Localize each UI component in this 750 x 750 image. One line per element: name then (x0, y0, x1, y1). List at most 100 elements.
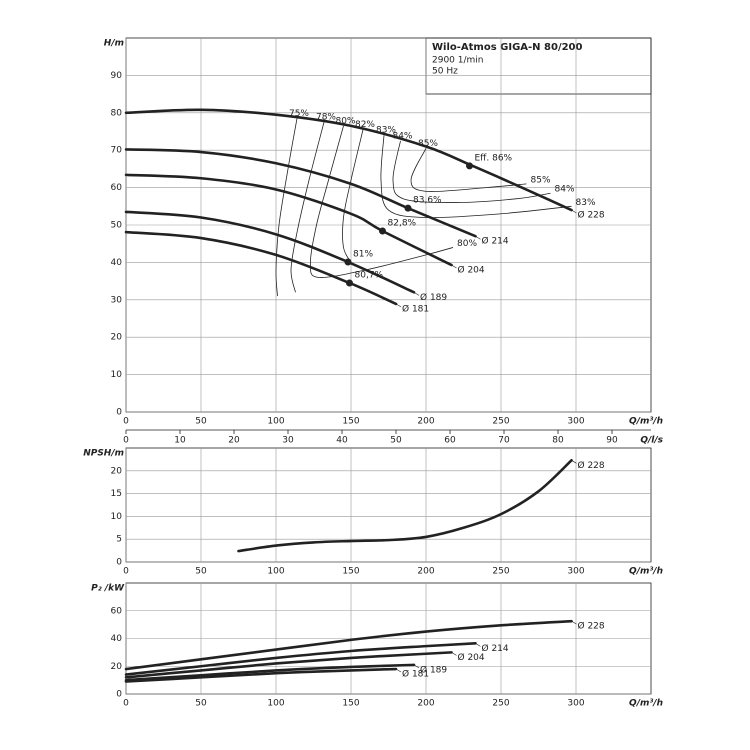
y-tick-label: 90 (111, 71, 123, 81)
x-tick-label: 300 (567, 567, 584, 577)
title-box (425, 37, 652, 95)
y-tick-label: 10 (111, 370, 123, 380)
curve (124, 108, 573, 212)
y-tick-label: 80 (111, 108, 123, 118)
x-tick-label: 250 (492, 699, 509, 709)
x-tick-label: 50 (195, 699, 207, 709)
efficiency-label: 83% (576, 198, 596, 208)
x2-tick-label: 10 (174, 436, 186, 446)
point-label: Eff. 86% (475, 153, 513, 163)
efficiency-curve (310, 125, 454, 278)
x-tick-label: 200 (417, 417, 434, 427)
x2-tick-label: 70 (498, 436, 510, 446)
y-axis-label: NPSH/m (83, 449, 124, 459)
series-label: Ø 189 (420, 664, 447, 675)
y-tick-label: 60 (111, 183, 123, 193)
point-label: 83,6% (413, 196, 442, 206)
series-label: Ø 214 (482, 643, 509, 654)
series-label: Ø 228 (578, 210, 605, 221)
y-tick-label: 10 (111, 512, 123, 522)
x-tick-label: 300 (567, 699, 584, 709)
subtitle: 2900 1/min (432, 56, 484, 66)
y-tick-label: 40 (111, 258, 123, 268)
plot-frame (125, 447, 652, 563)
efficiency-label: 85% (418, 139, 438, 149)
operating-point (346, 279, 353, 287)
x2-axis-label: Q/l/s (640, 436, 663, 446)
subtitle: 50 Hz (432, 67, 458, 77)
y-tick-label: 50 (111, 221, 123, 231)
curve (237, 459, 573, 553)
point-label: 81% (353, 250, 373, 260)
y-tick-label: 60 (111, 606, 123, 616)
efficiency-label: 80% (457, 239, 477, 249)
x2-tick-label: 80 (552, 436, 564, 446)
series-label: Ø 228 (578, 621, 605, 632)
efficiency-label: 84% (555, 185, 575, 195)
efficiency-curve (275, 118, 298, 297)
x2-tick-label: 60 (444, 436, 456, 446)
label-leader (571, 620, 577, 625)
label-leader (413, 292, 420, 296)
x-tick-label: 250 (492, 417, 509, 427)
y-tick-label: 40 (111, 634, 123, 644)
x-tick-label: 100 (267, 567, 284, 577)
y-tick-label: 5 (116, 535, 122, 545)
x-tick-label: 50 (195, 567, 207, 577)
series-label: Ø 204 (458, 652, 485, 663)
x-axis-label: Q/m³/h (629, 699, 663, 709)
efficiency-curve (410, 148, 527, 192)
label-leader (475, 235, 481, 240)
series-label: Ø 181 (402, 669, 429, 680)
y-axis-label: H/m (104, 39, 124, 49)
y-tick-label: 15 (111, 489, 122, 499)
x-axis-label: Q/m³/h (629, 417, 663, 427)
series-label: Ø 189 (420, 292, 447, 303)
curve (124, 667, 398, 683)
x-tick-label: 300 (567, 417, 584, 427)
efficiency-label: 78% (316, 113, 336, 123)
x-tick-label: 150 (342, 567, 359, 577)
x2-tick-label: 20 (228, 436, 240, 446)
x2-tick-label: 30 (282, 436, 294, 446)
operating-point (404, 204, 412, 212)
x2-tick-label: 90 (606, 436, 618, 446)
efficiency-curve (342, 129, 364, 263)
efficiency-label: 84% (392, 131, 412, 141)
efficiency-label: 83% (376, 126, 396, 136)
efficiency-label: 85% (531, 175, 551, 185)
y-axis-label: P₂ /kW (91, 584, 125, 594)
curve (124, 148, 477, 238)
label-leader (413, 664, 420, 669)
curve (124, 173, 453, 267)
x-tick-label: 250 (492, 567, 509, 577)
x-tick-label: 150 (342, 699, 359, 709)
chart-title: Wilo-Atmos GIGA-N 80/200 (432, 42, 583, 53)
series-label: Ø 204 (458, 265, 485, 276)
x-tick-label: 200 (417, 699, 434, 709)
label-leader (451, 652, 457, 656)
y-tick-label: 30 (111, 295, 123, 305)
point-label: 82,8% (388, 218, 417, 228)
x-tick-label: 150 (342, 417, 359, 427)
label-leader (475, 643, 481, 647)
x-tick-label: 0 (123, 567, 129, 577)
curve (124, 230, 398, 306)
y-tick-label: 0 (116, 408, 122, 418)
label-leader (571, 460, 577, 464)
curve (124, 210, 416, 294)
efficiency-label: 82% (355, 120, 375, 130)
x-tick-label: 0 (123, 417, 129, 427)
x-tick-label: 100 (267, 699, 284, 709)
efficiency-label: 80% (335, 116, 355, 126)
series-label: Ø 214 (482, 236, 509, 247)
y-tick-label: 0 (116, 690, 122, 700)
label-leader (395, 303, 402, 308)
series-label: Ø 228 (578, 460, 605, 471)
x-axis-label: Q/m³/h (629, 567, 663, 577)
x-tick-label: 100 (267, 417, 284, 427)
x-tick-label: 200 (417, 567, 434, 577)
curve (124, 651, 453, 679)
y-tick-label: 20 (111, 662, 123, 672)
